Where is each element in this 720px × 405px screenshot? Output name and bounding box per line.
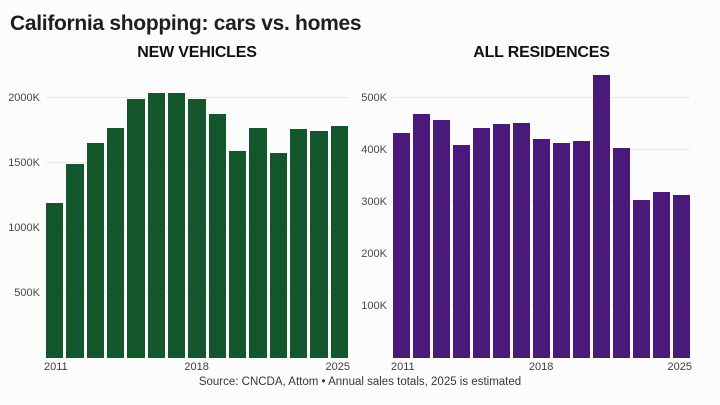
bar-2011 (46, 203, 64, 358)
all-residences-chart-title: ALL RESIDENCES (473, 44, 610, 61)
x-tick-label-2025: 2025 (667, 361, 692, 373)
new-vehicles-bars (46, 85, 348, 358)
x-tick-label-2018: 2018 (184, 361, 209, 373)
new-vehicles-chart-title: NEW VEHICLES (137, 44, 257, 61)
bar-2012 (66, 164, 84, 358)
y-tick-label-2000K: 2000K (8, 92, 40, 104)
bar-2018 (533, 139, 550, 358)
bar-2018 (188, 99, 206, 358)
page-title: California shopping: cars vs. homes (10, 12, 362, 35)
x-tick-label-2025: 2025 (325, 361, 350, 373)
bar-2011 (393, 133, 410, 358)
bar-2024 (310, 131, 328, 358)
bar-2021 (593, 74, 610, 358)
bar-2022 (269, 153, 287, 358)
bar-2014 (453, 144, 470, 358)
bar-2020 (228, 151, 247, 358)
y-tick-label-1000K: 1000K (8, 222, 40, 234)
bar-2020 (573, 141, 590, 358)
y-tick-label-100K: 100K (361, 300, 387, 313)
bar-2019 (553, 143, 570, 358)
x-tick-label-2011: 2011 (391, 361, 415, 373)
bar-2017 (513, 123, 530, 358)
all-residences-x-axis: 2011 2018 2025 (391, 361, 692, 373)
bar-2025 (330, 125, 348, 358)
y-tick-label-300K: 300K (361, 196, 387, 209)
y-tick-label-1500K: 1500K (8, 157, 40, 169)
y-tick-label-500K: 500K (361, 92, 387, 105)
bar-2021 (249, 127, 267, 358)
bar-2013 (433, 120, 450, 358)
all-residences-bars (393, 67, 690, 358)
bar-2017 (167, 93, 186, 358)
bar-2015 (473, 127, 490, 358)
bar-2015 (127, 99, 145, 358)
gridline-2000K (46, 97, 348, 98)
bar-2022 (613, 148, 630, 358)
bar-2024 (653, 191, 670, 358)
all-residences-plot-area (393, 67, 690, 358)
x-tick-label-2011: 2011 (44, 361, 68, 373)
gridline-500K (393, 97, 690, 99)
bar-2016 (493, 124, 510, 358)
all-residences-y-axis: 100K 200K 300K 400K 500K (355, 67, 387, 358)
new-vehicles-plot-area (46, 85, 348, 358)
new-vehicles-y-axis: 500K 1000K 1500K 2000K (0, 85, 40, 358)
source-note: Source: CNCDA, Attom • Annual sales tota… (198, 376, 522, 388)
x-tick-label-2018: 2018 (528, 361, 554, 373)
bar-2016 (147, 93, 165, 358)
new-vehicles-x-axis: 2011 2018 2025 (44, 361, 350, 373)
y-tick-label-400K: 400K (361, 144, 387, 157)
bar-2013 (86, 142, 104, 358)
y-tick-label-200K: 200K (361, 248, 387, 261)
bar-2023 (633, 199, 650, 358)
bar-2023 (289, 129, 308, 358)
bar-2014 (106, 127, 125, 358)
bar-2025 (673, 195, 690, 358)
bar-2012 (413, 114, 430, 358)
y-tick-label-500K: 500K (14, 287, 40, 299)
bar-2019 (208, 113, 226, 358)
